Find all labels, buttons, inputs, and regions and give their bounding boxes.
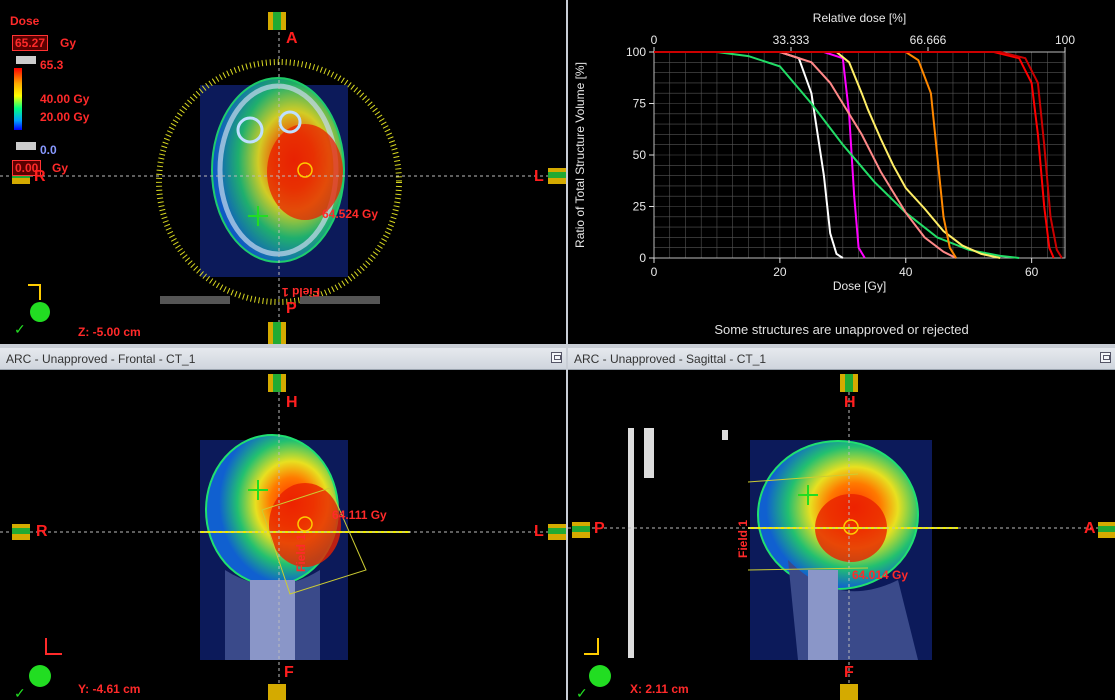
field-label: Field 1 [736, 519, 751, 559]
x-tick-label: 0 [651, 265, 658, 279]
legend-down-arrow[interactable] [16, 142, 36, 150]
y-tick-label: 25 [633, 200, 647, 214]
max-dose-value[interactable]: 65.27 [12, 35, 49, 51]
svg-text:✓: ✓ [14, 321, 26, 337]
axial-view-pane[interactable]: ✓ Dose 65.27 Gy 65.3 40.00 Gy 20.00 Gy 0… [0, 0, 566, 344]
point-dose-label: 64.014 Gy [852, 568, 909, 582]
orientation-anterior: A [286, 30, 298, 47]
legend-mid1-value: 40.00 Gy [40, 92, 90, 106]
y-tick-label: 0 [639, 251, 646, 265]
dvh-curve-4 [654, 51, 957, 259]
svg-text:✓: ✓ [576, 685, 588, 700]
x-axis-label: Dose [Gy] [833, 279, 886, 293]
y-axis-label: Ratio of Total Structure Volume [%] [573, 62, 587, 248]
y-tick-label: 50 [633, 148, 647, 162]
min-dose-unit: Gy [52, 161, 69, 175]
maximize-icon[interactable] [551, 352, 562, 363]
orientation-left: L [534, 168, 544, 185]
legend-up-arrow[interactable] [16, 56, 36, 64]
frontal-view-pane[interactable]: ARC - Unapproved - Frontal - CT_1 [0, 348, 566, 700]
top-tick-label: 0 [651, 33, 658, 47]
field-label: Field 1 [294, 533, 309, 573]
x-position: X: 2.11 cm [630, 682, 689, 696]
min-dose-value[interactable]: 0.00 [12, 160, 42, 176]
top-tick-label: 66.666 [910, 33, 947, 47]
top-tick-label: 100 [1055, 33, 1075, 47]
frontal-image: ✓ [0, 374, 566, 700]
dvh-curve-7 [654, 51, 1055, 259]
svg-text:✓: ✓ [14, 685, 26, 700]
legend-bottom-value: 0.0 [40, 143, 57, 157]
orientation-feet: F [284, 664, 294, 681]
orientation-posterior: P [286, 300, 297, 317]
orientation-feet: F [844, 664, 854, 681]
x-tick-label: 40 [899, 265, 913, 279]
y-tick-label: 75 [633, 97, 647, 111]
point-dose-label: 64.111 Gy [332, 508, 387, 522]
sagittal-image: ✓ [568, 374, 1115, 700]
dvh-status-message: Some structures are unapproved or reject… [714, 322, 969, 337]
orientation-right: R [36, 523, 48, 540]
orientation-right: R [34, 168, 46, 185]
x-tick-label: 20 [773, 265, 787, 279]
sagittal-title: ARC - Unapproved - Sagittal - CT_1 [574, 352, 767, 366]
dvh-chart: 0 20 40 60 0 25 50 75 100 0 33.333 66.666 100 Dose [G… [573, 11, 1075, 293]
orientation-left: L [534, 523, 544, 540]
max-dose-unit: Gy [60, 36, 77, 50]
point-dose-label: 64.524 Gy [322, 207, 379, 221]
dvh-curve-5 [654, 51, 1001, 259]
top-axis-label: Relative dose [%] [813, 11, 906, 25]
field-label: Field 1 [282, 285, 321, 299]
y-tick-label: 100 [626, 45, 646, 59]
axial-image: ✓ [0, 12, 566, 344]
legend-mid2-value: 20.00 Gy [40, 110, 90, 124]
x-tick-label: 60 [1025, 265, 1039, 279]
y-position: Y: -4.61 cm [78, 682, 141, 696]
sagittal-view-pane[interactable]: ARC - Unapproved - Sagittal - CT_1 [568, 348, 1115, 700]
orientation-head: H [844, 394, 856, 411]
frontal-title-bar: ARC - Unapproved - Frontal - CT_1 [0, 348, 566, 370]
orientation-anterior: A [1084, 520, 1096, 537]
orientation-posterior: P [594, 520, 605, 537]
legend-top-value: 65.3 [40, 58, 64, 72]
sagittal-title-bar: ARC - Unapproved - Sagittal - CT_1 [568, 348, 1115, 370]
top-tick-label: 33.333 [773, 33, 810, 47]
maximize-icon[interactable] [1100, 352, 1111, 363]
dose-title: Dose [10, 14, 40, 28]
frontal-title: ARC - Unapproved - Frontal - CT_1 [6, 352, 196, 366]
z-position: Z: -5.00 cm [78, 325, 141, 339]
dvh-curve-8 [654, 51, 1063, 259]
orientation-head: H [286, 394, 298, 411]
dvh-curve-6 [654, 51, 957, 259]
dvh-chart-pane: 0 20 40 60 0 25 50 75 100 0 33.333 66.666 100 Dose [G… [568, 0, 1115, 344]
